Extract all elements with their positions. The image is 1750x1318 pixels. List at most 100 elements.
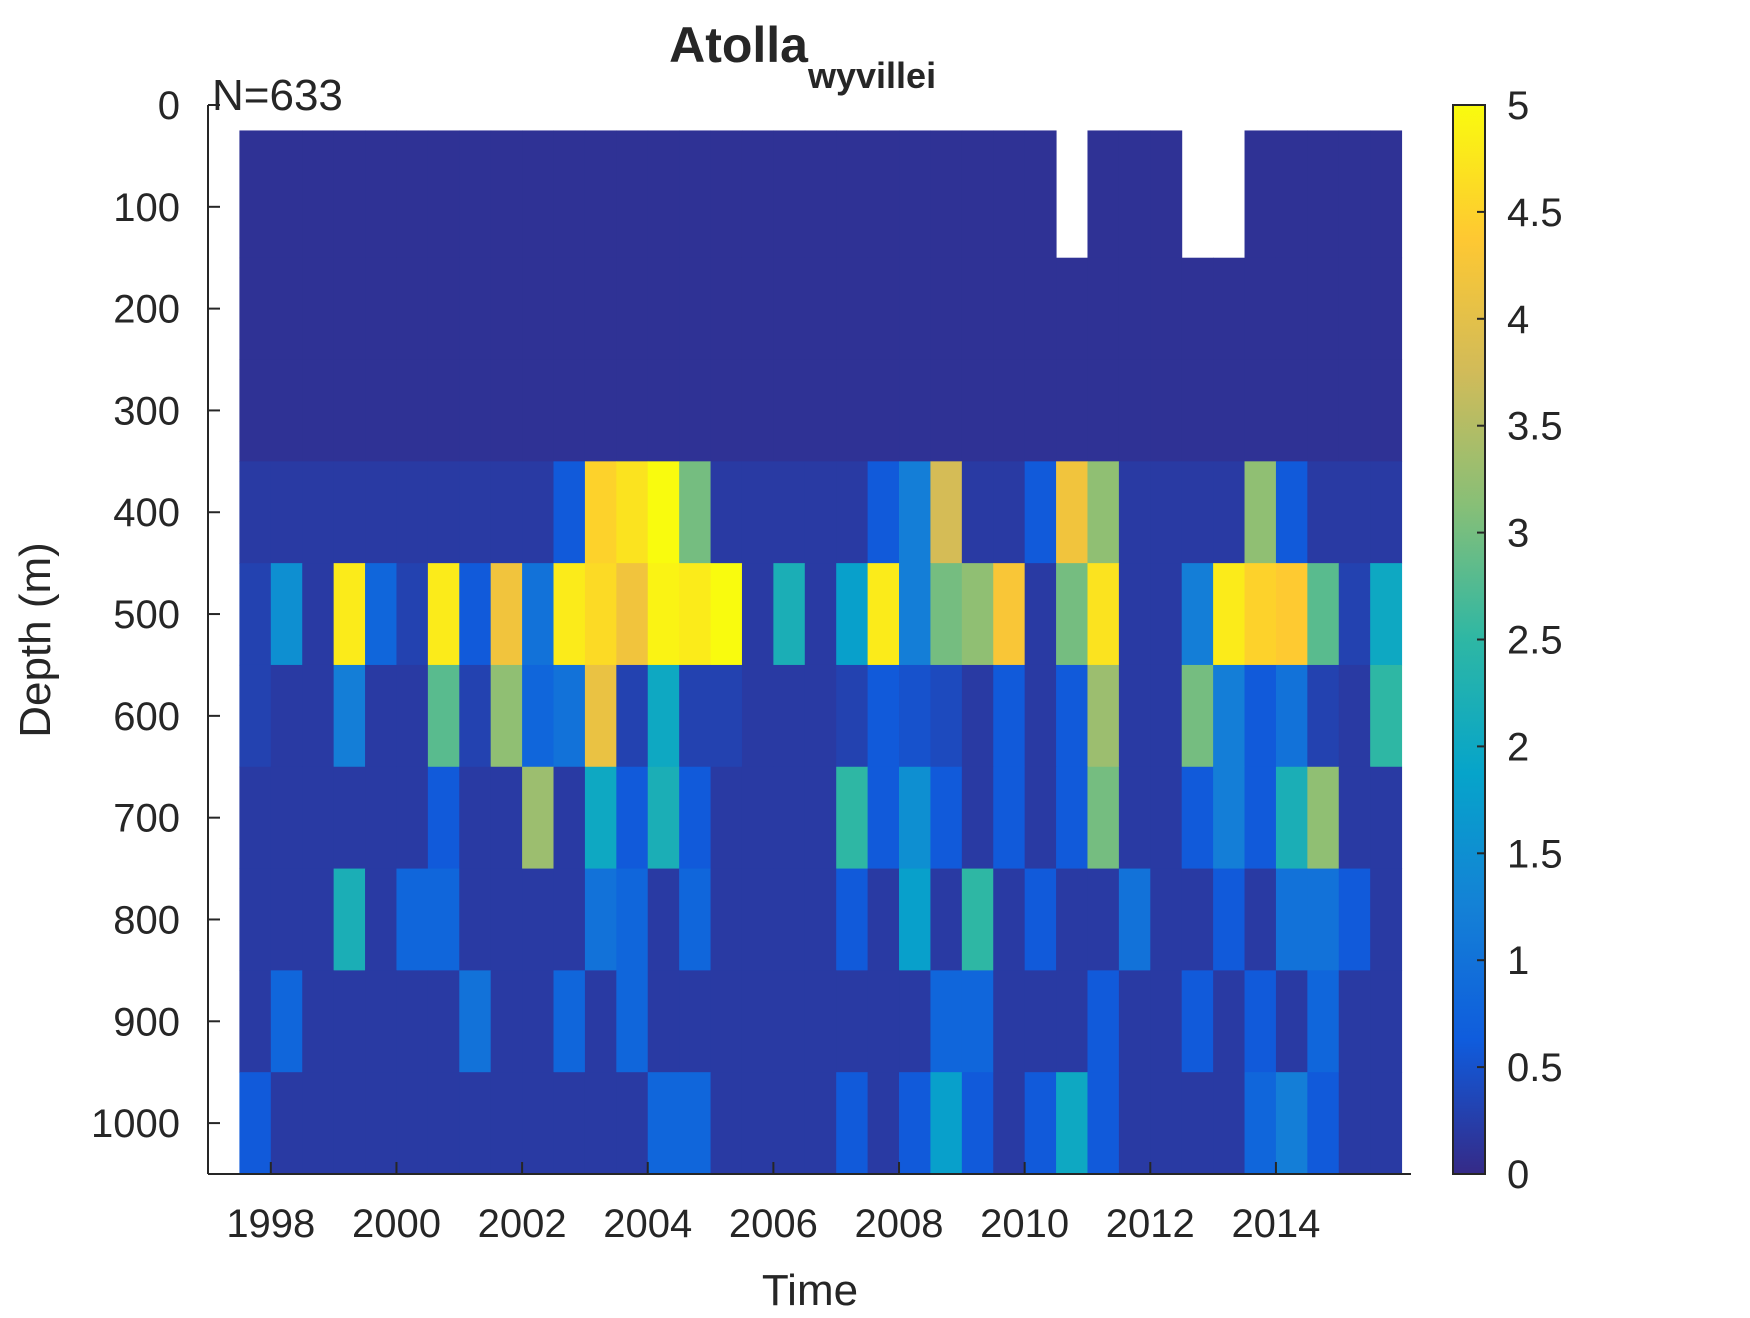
chart-title: Atolla xyxy=(669,17,809,73)
heatmap-cell xyxy=(1150,1072,1183,1175)
heatmap-cell xyxy=(1118,359,1151,462)
heatmap-cell xyxy=(459,130,492,259)
heatmap-cell xyxy=(993,970,1026,1073)
heatmap-cell xyxy=(679,563,712,666)
heatmap-cell xyxy=(459,1072,492,1175)
heatmap-cell xyxy=(679,257,712,361)
heatmap-cell xyxy=(239,1072,272,1175)
heatmap-cell xyxy=(1338,970,1371,1073)
heatmap-cell xyxy=(270,1072,303,1175)
heatmap-cell xyxy=(804,970,837,1073)
heatmap-cell xyxy=(616,563,649,666)
heatmap-cell xyxy=(867,563,900,666)
heatmap-cell xyxy=(1338,257,1371,361)
heatmap-cell xyxy=(365,130,397,259)
heatmap-cell xyxy=(930,130,963,259)
heatmap-cell xyxy=(647,257,680,361)
heatmap-cell xyxy=(490,970,523,1073)
heatmap-cell xyxy=(427,461,460,564)
heatmap-cell xyxy=(710,257,743,361)
heatmap-cell xyxy=(804,130,837,259)
heatmap-cell xyxy=(1087,359,1120,462)
heatmap-cell xyxy=(396,130,429,259)
heatmap-cell xyxy=(647,130,680,259)
heatmap-cell xyxy=(270,970,303,1073)
heatmap-cell xyxy=(899,130,931,259)
x-tick-label: 2010 xyxy=(980,1202,1069,1246)
heatmap-cell xyxy=(1150,130,1183,259)
heatmap-cell xyxy=(1056,868,1088,971)
heatmap-cell xyxy=(993,130,1026,259)
heatmap-cell xyxy=(616,664,649,768)
heatmap-cell xyxy=(522,359,555,462)
heatmap-cell xyxy=(333,664,366,768)
colorbar-tick-label: 4 xyxy=(1507,298,1529,342)
heatmap-cell xyxy=(1024,766,1057,870)
annotation: N=633 xyxy=(212,71,343,120)
heatmap-cell xyxy=(1056,766,1088,870)
heatmap-cell xyxy=(1275,461,1308,564)
heatmap-cell xyxy=(616,970,649,1073)
heatmap-cell xyxy=(616,359,649,462)
heatmap-cell xyxy=(333,1072,366,1175)
heatmap-cell xyxy=(396,359,429,462)
heatmap-cell xyxy=(239,461,272,564)
heatmap-cell xyxy=(710,461,743,564)
heatmap-cell xyxy=(961,563,994,666)
heatmap-cell xyxy=(584,1072,617,1175)
heatmap-cell xyxy=(1244,766,1277,870)
heatmap-cell xyxy=(584,461,617,564)
heatmap-cell xyxy=(836,257,869,361)
heatmap-cell xyxy=(490,766,523,870)
heatmap-cell xyxy=(302,1072,335,1175)
y-tick-label: 900 xyxy=(113,1000,180,1044)
heatmap-cell xyxy=(270,257,303,361)
heatmap-cell xyxy=(1056,664,1088,768)
heatmap-cell xyxy=(1118,257,1151,361)
heatmap-cell xyxy=(522,766,555,870)
chart-title-subscript: wyvillei xyxy=(807,55,936,96)
heatmap-cells xyxy=(239,130,1403,1175)
heatmap-cell xyxy=(553,461,586,564)
heatmap-cell xyxy=(1181,766,1214,870)
heatmap-cell xyxy=(270,766,303,870)
heatmap-cell xyxy=(584,359,617,462)
heatmap-cell xyxy=(1370,257,1403,361)
heatmap-cell xyxy=(1370,970,1403,1073)
heatmap-cell xyxy=(899,1072,931,1175)
heatmap-cell xyxy=(333,130,366,259)
x-tick-label: 2004 xyxy=(603,1202,692,1246)
heatmap-cell xyxy=(961,130,994,259)
heatmap-cell xyxy=(1213,563,1246,666)
heatmap-cell xyxy=(836,970,869,1073)
heatmap-cell xyxy=(930,461,963,564)
heatmap-cell xyxy=(1213,359,1246,462)
heatmap-cell xyxy=(1307,1072,1340,1175)
heatmap-cell xyxy=(1087,1072,1120,1175)
heatmap-cell xyxy=(804,461,837,564)
heatmap-cell xyxy=(867,868,900,971)
heatmap-cell xyxy=(647,766,680,870)
heatmap-cell xyxy=(899,970,931,1073)
heatmap-cell xyxy=(553,766,586,870)
heatmap-cell xyxy=(302,766,335,870)
heatmap-cell xyxy=(961,359,994,462)
heatmap-cell xyxy=(741,359,774,462)
colorbar-tick-label: 1 xyxy=(1507,939,1529,983)
heatmap-cell xyxy=(459,359,492,462)
heatmap-cell xyxy=(522,461,555,564)
heatmap-cell xyxy=(647,461,680,564)
heatmap-cell xyxy=(679,766,712,870)
heatmap-cell xyxy=(710,1072,743,1175)
heatmap-cell xyxy=(302,257,335,361)
heatmap-cell xyxy=(1181,257,1214,361)
heatmap-cell xyxy=(522,257,555,361)
heatmap-cell xyxy=(836,1072,869,1175)
heatmap-cell xyxy=(930,868,963,971)
colorbar-tick-label: 1.5 xyxy=(1507,832,1563,876)
heatmap-cell xyxy=(1275,970,1308,1073)
heatmap-cell xyxy=(239,766,272,870)
y-tick-label: 700 xyxy=(113,797,180,841)
heatmap-cell xyxy=(1307,970,1340,1073)
heatmap-cell xyxy=(553,868,586,971)
